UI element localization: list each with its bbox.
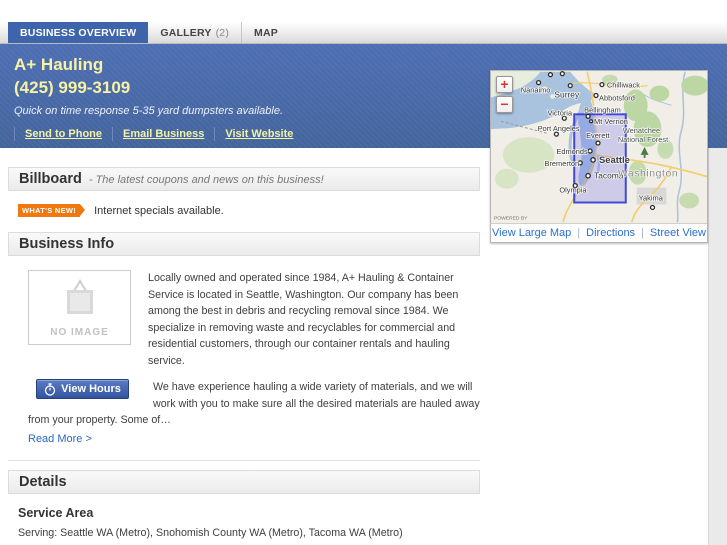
view-hours-button[interactable]: View Hours — [36, 379, 129, 399]
business-description-continued-wrap: View Hours We have experience hauling a … — [28, 379, 480, 447]
section-divider — [8, 460, 480, 461]
picture-frame-icon — [66, 279, 93, 314]
city-label: Edmonds — [556, 147, 588, 156]
city-label-seattle: Seattle — [599, 154, 630, 165]
business-header-band: A+ Hauling (425) 999-3109 Quick on time … — [0, 44, 727, 148]
map-widget: Nanaimo Surrey Chilliwack Abbotsford Vic… — [490, 70, 708, 243]
city-label: Yakima — [639, 194, 664, 203]
business-name: A+ Hauling — [14, 55, 104, 74]
tab-label: BUSINESS OVERVIEW — [20, 26, 137, 39]
business-tagline: Quick on time response 5-35 yard dumpste… — [14, 105, 284, 117]
tab-gallery[interactable]: GALLERY (2) — [148, 22, 241, 43]
map-canvas[interactable]: Nanaimo Surrey Chilliwack Abbotsford Vic… — [491, 71, 707, 223]
business-description: Locally owned and operated since 1984, A… — [148, 272, 459, 367]
city-label-tacoma: Tacoma — [594, 171, 624, 181]
forest-label: National Forest — [618, 135, 668, 144]
city-label: Nanaimo — [521, 86, 551, 95]
city-label: Bellingham — [584, 105, 621, 114]
city-label: Victoria — [547, 108, 572, 117]
city-label: Port Angeles — [538, 124, 580, 133]
city-label: Olympia — [559, 186, 587, 195]
separator: | — [641, 227, 644, 239]
forest-tree-icon — [640, 147, 649, 158]
billboard-section-header: Billboard - The latest coupons and news … — [8, 167, 480, 191]
email-business-link[interactable]: Email Business — [112, 127, 214, 141]
no-image-placeholder: NO IMAGE — [28, 270, 131, 345]
map-zoom-out-button[interactable]: − — [496, 96, 513, 113]
billboard-title: Billboard — [19, 171, 82, 187]
billboard-subtitle: - The latest coupons and news on this bu… — [88, 174, 324, 186]
city-label: Mt Vernon — [594, 117, 628, 126]
business-info-content: NO IMAGE Locally owned and operated sinc… — [8, 270, 480, 369]
clock-icon — [44, 382, 56, 396]
business-info-section-header: Business Info — [8, 232, 480, 256]
billboard-message: Internet specials available. — [94, 204, 224, 217]
business-phone: (425) 999-3109 — [14, 78, 131, 97]
city-label: Bremerton — [545, 159, 580, 168]
view-large-map-link[interactable]: View Large Map — [492, 227, 572, 239]
tab-label: GALLERY — [160, 26, 212, 39]
business-info-title: Business Info — [19, 236, 115, 252]
directions-link[interactable]: Directions — [586, 227, 636, 239]
street-view-link[interactable]: Street View — [649, 227, 706, 239]
map-zoom-in-button[interactable]: + — [496, 76, 513, 93]
city-label: Chilliwack — [607, 81, 640, 90]
city-label: Abbotsford — [599, 93, 635, 102]
city-label: Everett — [586, 131, 610, 140]
map-selection-rectangle — [573, 113, 627, 204]
state-label: Washington — [618, 169, 678, 180]
details-section-header: Details — [8, 470, 480, 494]
service-area-heading: Service Area — [18, 506, 94, 520]
no-image-label: NO IMAGE — [50, 327, 109, 338]
billboard-content: WHAT'S NEW! Internet specials available. — [18, 204, 480, 217]
service-area-group: Service Area Serving: Seattle WA (Metro)… — [18, 506, 480, 539]
tab-map[interactable]: MAP — [241, 22, 290, 43]
separator: | — [577, 227, 581, 239]
tab-bar: BUSINESS OVERVIEW GALLERY (2) MAP — [0, 22, 727, 44]
map-image: Nanaimo Surrey Chilliwack Abbotsford Vic… — [491, 71, 707, 223]
details-title: Details — [19, 474, 67, 490]
city-label: Surrey — [554, 89, 580, 99]
tab-gallery-count: (2) — [215, 26, 230, 39]
tab-business-overview[interactable]: BUSINESS OVERVIEW — [8, 22, 149, 43]
read-more-link[interactable]: Read More > — [28, 432, 92, 445]
visit-website-link[interactable]: Visit Website — [214, 127, 303, 141]
content-column: Billboard - The latest coupons and news … — [8, 167, 480, 545]
map-attribution: POWERED BY — [494, 215, 528, 221]
tab-label: MAP — [254, 26, 278, 39]
map-links-bar: View Large Map | Directions | Street Vie… — [491, 223, 707, 242]
page-background-strip — [708, 148, 727, 545]
city-markers — [535, 71, 656, 211]
service-area-text: Serving: Seattle WA (Metro), Snohomish C… — [18, 527, 403, 539]
view-hours-label: View Hours — [61, 382, 121, 395]
business-description-continued: We have experience hauling a wide variet… — [28, 381, 480, 426]
forest-label: Wenatchee — [623, 126, 660, 135]
header-action-links: Send to Phone Email Business Visit Websi… — [14, 127, 727, 141]
send-to-phone-link[interactable]: Send to Phone — [14, 127, 112, 141]
whats-new-badge: WHAT'S NEW! — [18, 204, 86, 217]
